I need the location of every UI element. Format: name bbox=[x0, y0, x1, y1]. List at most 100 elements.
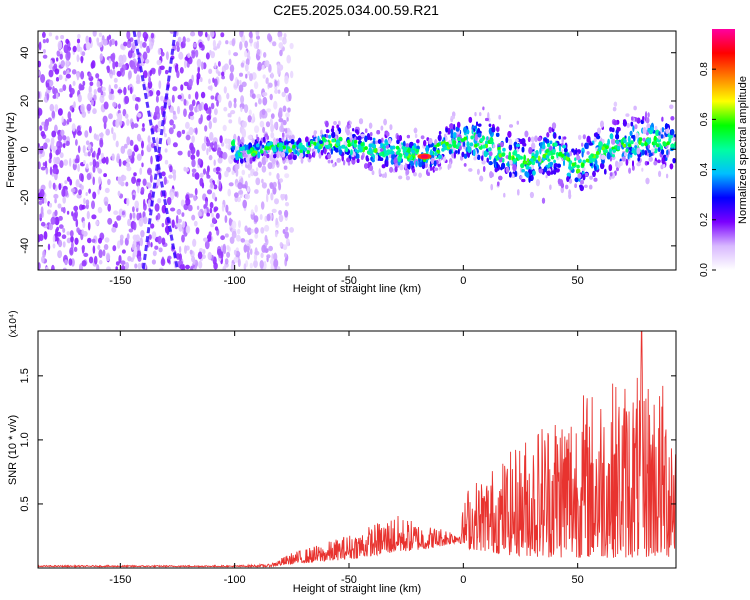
noise-pixel bbox=[259, 120, 265, 128]
signal-pixel bbox=[565, 184, 569, 190]
signal-pixel bbox=[346, 128, 350, 136]
noise-pixel bbox=[142, 70, 148, 79]
noise-pixel bbox=[224, 258, 229, 265]
noise-pixel bbox=[241, 120, 247, 128]
core-pixel bbox=[608, 148, 613, 153]
noise-pixel bbox=[92, 108, 97, 115]
signal-pixel bbox=[527, 166, 532, 171]
signal-pixel bbox=[622, 120, 627, 127]
core-pixel bbox=[644, 142, 648, 147]
noise-pixel bbox=[118, 54, 124, 63]
noise-pixel bbox=[121, 211, 125, 216]
noise-pixel bbox=[98, 132, 104, 138]
noise-pixel bbox=[196, 58, 202, 68]
signal-pixel bbox=[498, 175, 503, 181]
signal-pixel bbox=[485, 117, 489, 122]
noise-pixel bbox=[184, 245, 187, 254]
noise-pixel bbox=[181, 129, 186, 135]
signal-pixel bbox=[420, 135, 425, 140]
noise-pixel bbox=[258, 98, 262, 105]
signal-pixel bbox=[375, 154, 379, 161]
signal-pixel bbox=[522, 142, 527, 147]
noise-pixel bbox=[212, 77, 215, 83]
noise-pixel bbox=[278, 214, 284, 223]
noise-pixel bbox=[278, 210, 282, 216]
noise-pixel bbox=[196, 149, 200, 157]
core-pixel bbox=[576, 168, 581, 173]
noise-pixel bbox=[48, 222, 54, 231]
noise-pixel bbox=[206, 115, 211, 121]
noise-pixel bbox=[192, 42, 197, 48]
noise-pixel bbox=[108, 113, 113, 120]
signal-pixel bbox=[531, 142, 536, 150]
noise-pixel bbox=[69, 230, 74, 237]
noise-pixel bbox=[78, 189, 82, 196]
noise-pixel bbox=[48, 180, 52, 189]
noise-pixel bbox=[83, 160, 86, 165]
noise-pixel bbox=[249, 89, 254, 94]
signal-pixel bbox=[608, 164, 613, 172]
signal-pixel bbox=[647, 144, 650, 149]
noise-pixel bbox=[224, 170, 229, 178]
signal-pixel bbox=[350, 149, 353, 156]
signal-pixel bbox=[405, 143, 409, 148]
x-tick-label: 0 bbox=[460, 574, 466, 586]
noise-pixel bbox=[83, 252, 89, 257]
signal-pixel bbox=[594, 159, 598, 166]
signal-pixel bbox=[645, 117, 650, 124]
noise-pixel bbox=[57, 133, 63, 142]
signal-pixel bbox=[599, 152, 602, 160]
core-pixel bbox=[627, 143, 632, 148]
noise-pixel bbox=[157, 48, 162, 55]
core-pixel bbox=[386, 149, 391, 154]
core-pixel bbox=[389, 145, 394, 150]
noise-pixel bbox=[253, 259, 258, 268]
x-tick-label: 50 bbox=[572, 275, 584, 287]
noise-pixel bbox=[211, 192, 216, 200]
noise-pixel bbox=[76, 130, 82, 136]
signal-pixel bbox=[457, 121, 461, 129]
signal-pixel bbox=[609, 133, 614, 140]
noise-pixel bbox=[142, 123, 145, 128]
noise-pixel bbox=[281, 91, 286, 98]
noise-pixel bbox=[109, 39, 112, 47]
noise-pixel bbox=[117, 190, 121, 197]
signal-pixel bbox=[447, 164, 450, 170]
signal-pixel bbox=[642, 137, 646, 142]
core-pixel bbox=[582, 159, 586, 164]
signal-pixel bbox=[486, 157, 489, 163]
noise-pixel bbox=[217, 61, 221, 67]
noise-pixel bbox=[260, 252, 264, 259]
noise-pixel bbox=[108, 93, 113, 101]
noise-pixel bbox=[58, 74, 63, 81]
noise-pixel bbox=[221, 142, 225, 147]
noise-pixel bbox=[200, 114, 203, 123]
noise-pixel bbox=[93, 133, 97, 140]
noise-pixel bbox=[53, 63, 58, 70]
noise-pixel bbox=[283, 165, 288, 170]
noise-pixel bbox=[176, 45, 180, 53]
signal-pixel bbox=[318, 151, 322, 159]
signal-pixel bbox=[631, 147, 635, 151]
signal-pixel bbox=[627, 153, 630, 160]
noise-pixel bbox=[213, 206, 219, 212]
noise-pixel bbox=[139, 237, 143, 247]
noise-pixel bbox=[172, 172, 177, 181]
noise-pixel bbox=[97, 206, 103, 214]
noise-pixel bbox=[103, 101, 109, 110]
signal-pixel bbox=[490, 183, 494, 191]
signal-pixel bbox=[433, 167, 439, 171]
noise-pixel bbox=[261, 178, 264, 184]
noise-pixel bbox=[218, 180, 222, 190]
noise-pixel bbox=[181, 212, 185, 217]
core-pixel bbox=[235, 156, 239, 161]
noise-pixel bbox=[45, 266, 49, 270]
noise-pixel bbox=[260, 201, 265, 210]
signal-pixel bbox=[546, 170, 551, 176]
noise-pixel bbox=[278, 107, 283, 116]
signal-pixel bbox=[336, 158, 341, 163]
core-pixel bbox=[470, 135, 474, 140]
noise-pixel bbox=[283, 39, 287, 44]
signal-pixel bbox=[483, 150, 488, 158]
colorbar-tick-label: 0.0 bbox=[699, 263, 710, 277]
